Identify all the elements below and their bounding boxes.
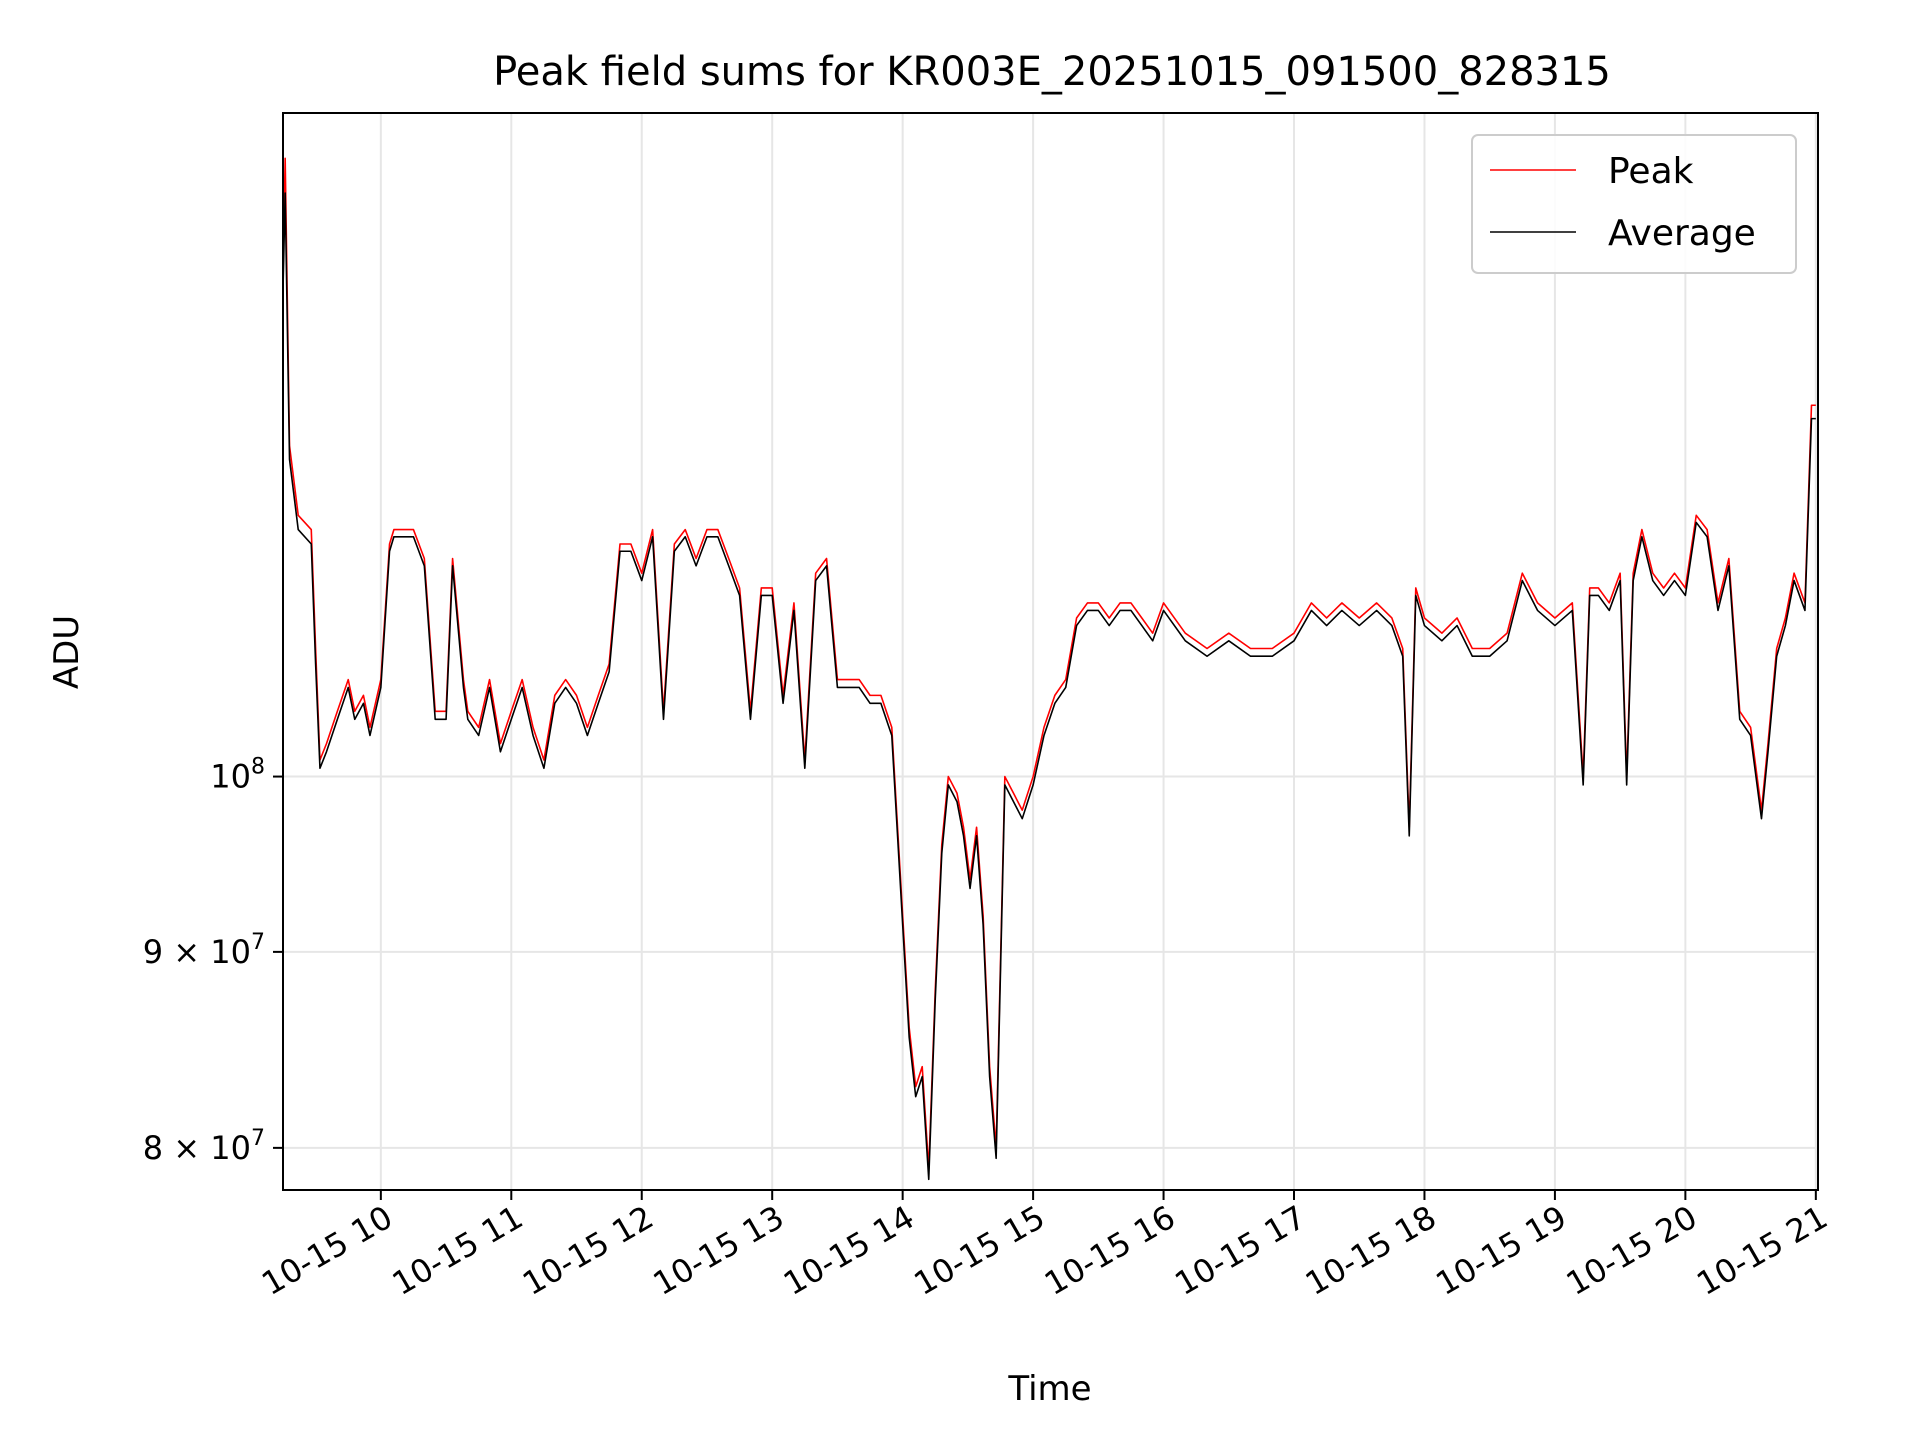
- x-axis-label: Time: [1007, 1369, 1091, 1409]
- y-gridlines: [283, 775, 1818, 1149]
- x-gridlines: [379, 113, 1817, 1190]
- y-axis-label: ADU: [47, 615, 87, 689]
- series-line-average: [283, 192, 1816, 1181]
- y-axis-ticks: 108 9 × 107 8 × 107: [143, 755, 283, 1167]
- series-layer: [283, 157, 1816, 1181]
- plot-frame: [282, 112, 1819, 1191]
- legend: Peak Average: [1471, 134, 1797, 274]
- series-line-peak: [283, 157, 1816, 1170]
- y-tick-label: 108: [210, 755, 265, 796]
- legend-label-peak: Peak: [1608, 151, 1694, 192]
- plot-background: [283, 113, 1818, 1190]
- y-tick-label: 8 × 107: [143, 1126, 265, 1167]
- plot-area: [282, 112, 1819, 1191]
- legend-label-average: Average: [1608, 213, 1756, 254]
- y-tick-label: 9 × 107: [143, 930, 265, 971]
- chart-title: Peak field sums for KR003E_20251015_0915…: [493, 49, 1611, 95]
